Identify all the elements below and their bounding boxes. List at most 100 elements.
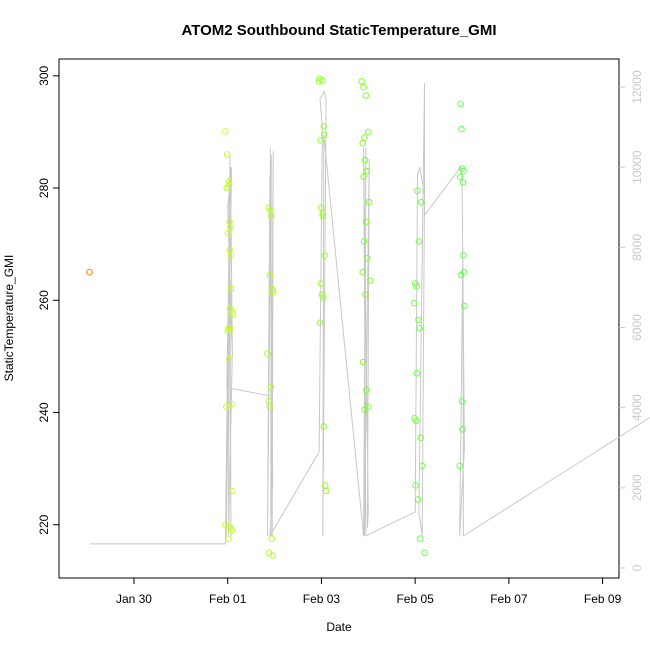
data-point xyxy=(360,173,367,181)
data-point xyxy=(264,350,271,357)
y2-tick-label: 0 xyxy=(630,564,644,571)
data-point xyxy=(228,400,235,408)
series-line xyxy=(89,82,650,545)
data-point xyxy=(267,207,274,214)
data-point xyxy=(417,535,424,543)
data-point xyxy=(362,291,369,299)
data-point xyxy=(226,305,234,313)
data-point xyxy=(222,128,229,135)
data-point xyxy=(320,294,327,301)
data-point xyxy=(224,327,231,335)
data-point xyxy=(317,137,324,144)
data-point xyxy=(363,167,371,175)
data-point xyxy=(225,325,232,332)
y-tick-label: 300 xyxy=(37,66,51,86)
data-point xyxy=(456,462,464,470)
data-point xyxy=(269,288,277,296)
y2-tick-label: 2000 xyxy=(630,474,644,501)
data-point xyxy=(225,355,233,363)
y2-tick-label: 12000 xyxy=(630,70,644,104)
data-point xyxy=(86,268,93,276)
x-tick-label: Feb 03 xyxy=(303,592,341,606)
data-point xyxy=(361,156,369,164)
data-point xyxy=(460,167,467,175)
data-point xyxy=(222,521,229,529)
data-point xyxy=(320,131,328,138)
y-tick-label: 240 xyxy=(37,402,51,422)
x-axis-label: Date xyxy=(326,620,352,634)
data-point xyxy=(223,403,230,411)
data-point xyxy=(320,423,328,430)
x-tick-label: Feb 01 xyxy=(209,592,247,606)
data-point xyxy=(319,210,327,217)
data-point xyxy=(359,268,367,276)
data-point xyxy=(358,78,366,85)
data-point xyxy=(417,198,425,206)
data-point xyxy=(363,386,370,394)
data-point xyxy=(457,100,464,108)
line-layer xyxy=(89,82,650,545)
data-point xyxy=(460,252,467,259)
data-point xyxy=(266,403,274,411)
x-axis: Jan 30 Feb 01 Feb 03 Feb 05 Feb 07 Feb 09 xyxy=(116,578,622,606)
chart-title: ATOM2 Southbound StaticTemperature_GMI xyxy=(181,22,496,39)
data-point xyxy=(365,128,372,136)
data-point xyxy=(321,252,329,259)
data-point xyxy=(456,173,464,181)
y-tick-label: 220 xyxy=(37,514,51,534)
x-tick-label: Jan 30 xyxy=(116,592,152,606)
data-point xyxy=(359,139,367,147)
data-point xyxy=(360,238,368,245)
data-point xyxy=(265,549,273,557)
data-point xyxy=(413,369,421,377)
data-point xyxy=(412,417,420,425)
data-point xyxy=(411,280,419,287)
data-point xyxy=(224,229,232,237)
data-point xyxy=(461,302,468,310)
data-point xyxy=(362,218,370,225)
y2-tick-label: 6000 xyxy=(630,314,644,341)
plot-frame xyxy=(58,58,620,579)
data-point xyxy=(360,83,367,91)
data-point xyxy=(457,271,465,279)
data-point xyxy=(322,487,330,495)
data-point xyxy=(317,280,325,287)
data-point xyxy=(268,535,276,543)
data-point xyxy=(225,178,233,185)
data-point xyxy=(415,316,422,324)
data-point xyxy=(227,285,235,293)
point-layer xyxy=(86,75,468,559)
data-point xyxy=(315,78,323,85)
data-point xyxy=(267,383,275,391)
data-point xyxy=(228,527,236,534)
data-point xyxy=(365,198,373,206)
data-point xyxy=(412,482,419,489)
data-point xyxy=(366,277,374,284)
y2-tick-label: 10000 xyxy=(630,150,644,184)
data-point xyxy=(418,462,426,470)
data-point xyxy=(223,184,231,192)
y2-tick-label: 4000 xyxy=(630,394,644,421)
data-point xyxy=(316,319,324,327)
y-axis: 220 240 260 280 300 xyxy=(37,66,59,535)
y-tick-label: 260 xyxy=(37,290,51,310)
data-point xyxy=(229,311,237,318)
data-point xyxy=(266,271,274,279)
data-point xyxy=(320,123,328,130)
data-point xyxy=(416,325,424,332)
data-point xyxy=(362,92,370,99)
data-point xyxy=(414,187,421,195)
data-point xyxy=(421,549,428,557)
y-axis-label: StaticTemperature_GMI xyxy=(2,255,16,382)
data-point xyxy=(225,535,232,543)
data-point xyxy=(459,426,466,433)
data-point xyxy=(458,398,466,405)
data-point xyxy=(319,77,326,84)
x-tick-label: Feb 05 xyxy=(396,592,434,606)
data-point xyxy=(226,218,233,225)
data-point xyxy=(227,252,235,259)
x-tick-label: Feb 09 xyxy=(584,592,622,606)
data-point xyxy=(415,238,423,245)
